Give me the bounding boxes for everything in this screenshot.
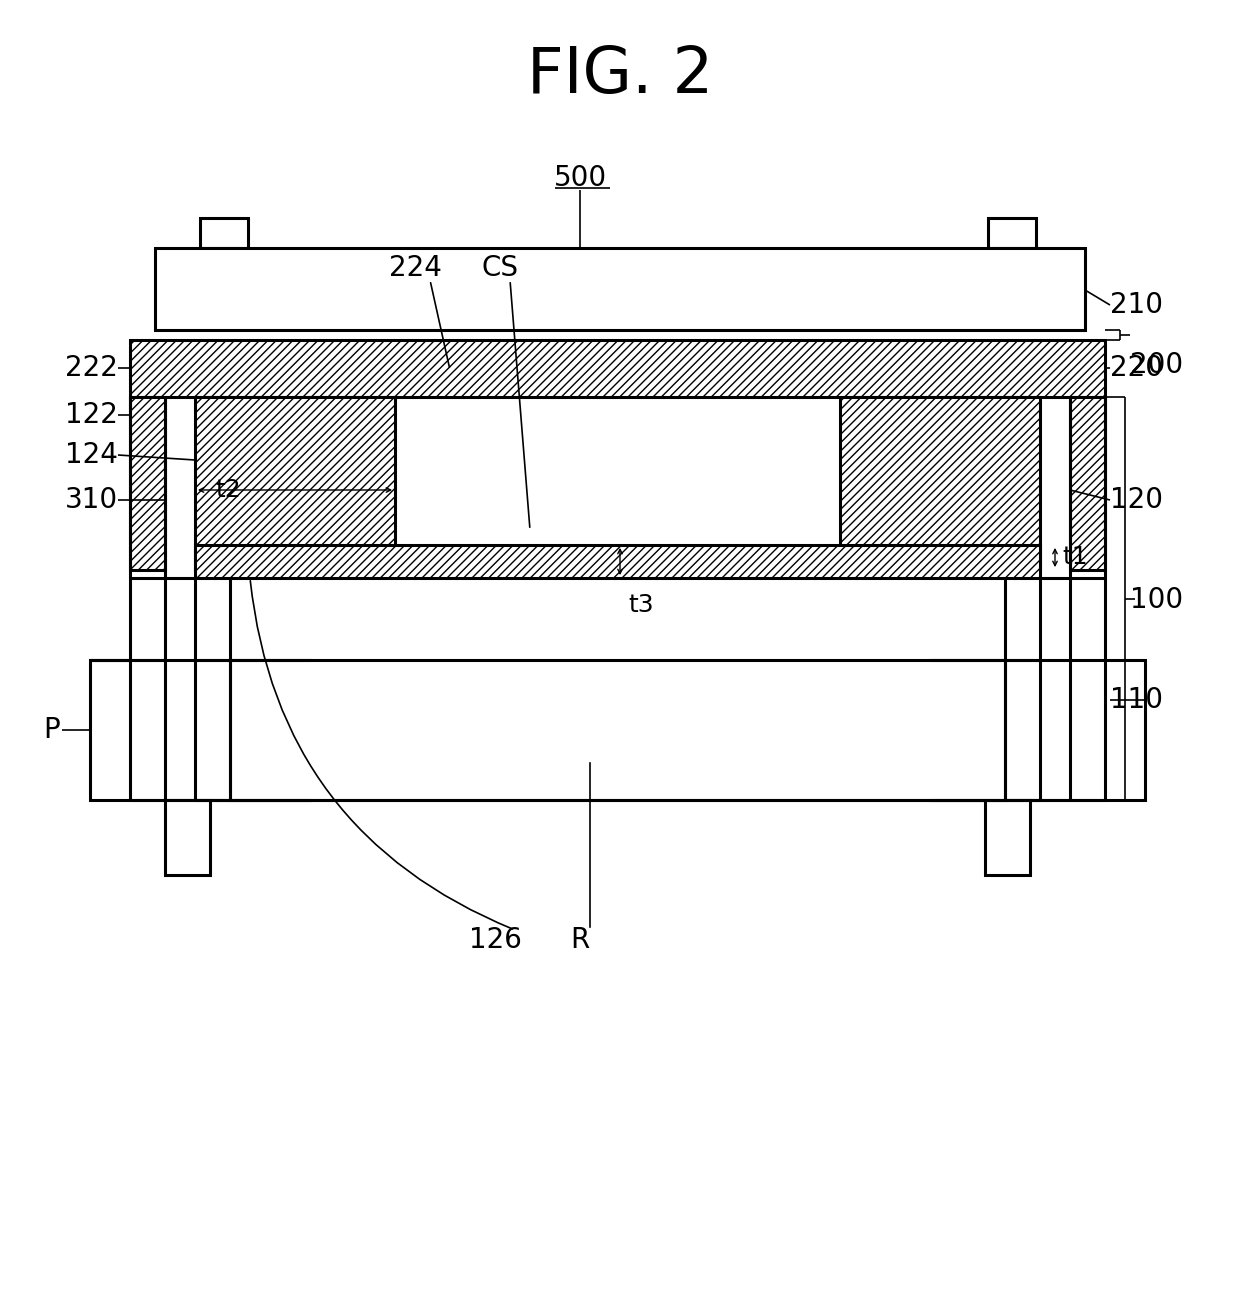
Text: 220: 220: [1110, 353, 1163, 382]
Bar: [988, 218, 1035, 248]
Bar: [200, 218, 248, 248]
Text: 110: 110: [1110, 686, 1163, 713]
Text: CS: CS: [481, 254, 518, 283]
Bar: [985, 800, 1030, 875]
Text: 126: 126: [469, 926, 522, 955]
Text: P: P: [43, 716, 60, 744]
Text: t2: t2: [215, 479, 241, 502]
Text: 124: 124: [66, 441, 118, 470]
Bar: [165, 800, 210, 875]
Text: 500: 500: [553, 164, 606, 192]
Text: 310: 310: [64, 486, 118, 513]
Text: t1: t1: [1061, 546, 1087, 569]
Text: 122: 122: [66, 401, 118, 430]
Bar: [930, 660, 1145, 800]
Bar: [130, 397, 165, 570]
Text: 222: 222: [66, 353, 118, 382]
Text: 100: 100: [1130, 586, 1183, 614]
Text: R: R: [570, 926, 590, 955]
Bar: [839, 397, 1040, 570]
Text: 224: 224: [388, 254, 441, 283]
Bar: [130, 341, 1105, 397]
Bar: [229, 660, 1004, 800]
Text: t3: t3: [627, 593, 653, 617]
Text: 120: 120: [1110, 486, 1163, 513]
Text: FIG. 2: FIG. 2: [527, 44, 713, 106]
Bar: [195, 397, 396, 570]
Bar: [195, 544, 1040, 578]
Bar: [155, 248, 1085, 330]
Bar: [1070, 397, 1105, 570]
Bar: [91, 660, 310, 800]
Text: 210: 210: [1110, 292, 1163, 319]
Text: 200: 200: [1130, 351, 1183, 379]
